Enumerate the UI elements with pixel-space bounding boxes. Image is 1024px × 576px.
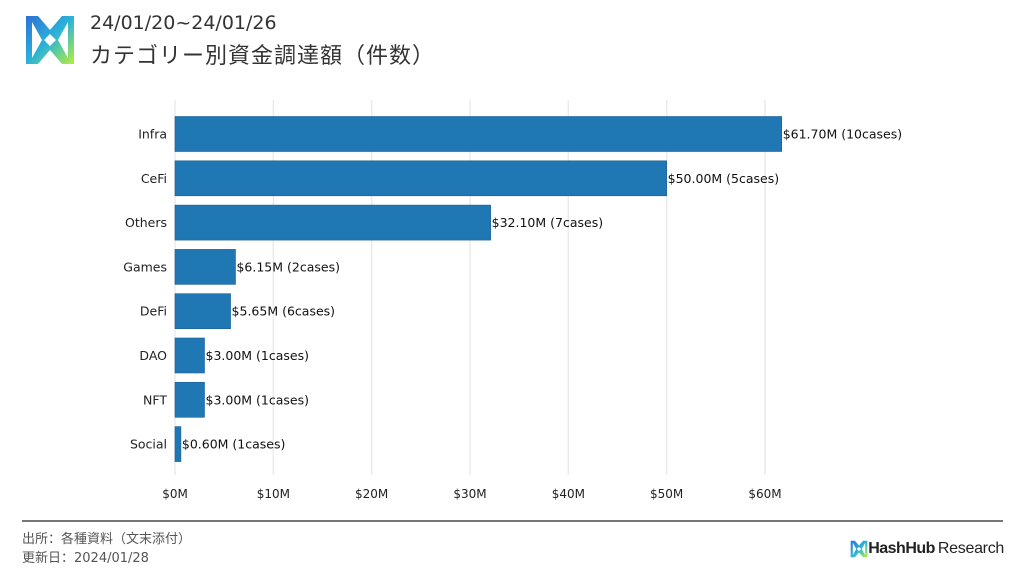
bar-chart: $0M $10M $20M $30M $40M $50M $60M Infra $61.70M … [123, 100, 902, 501]
data-label: $3.00M (1cases) [206, 348, 310, 363]
bar [174, 116, 783, 152]
y-tick-label: DAO [139, 348, 167, 363]
data-label: $3.00M (1cases) [206, 392, 310, 407]
x-tick-label: $0M [162, 487, 188, 501]
chart-title: カテゴリー別資金調達額（件数） [90, 44, 436, 69]
bar [174, 249, 236, 285]
x-tick-label: $60M [748, 487, 781, 501]
data-label: $0.60M (1cases) [182, 437, 286, 452]
y-tick-label: DeFi [140, 304, 167, 319]
brand-icon [850, 540, 868, 558]
bar [174, 337, 205, 374]
data-label: $32.10M (7cases) [492, 215, 603, 230]
bar [174, 204, 491, 241]
bar [174, 426, 182, 462]
brand-light: Research [937, 540, 1004, 557]
data-label: $6.15M (2cases) [236, 259, 340, 274]
y-tick-label: Infra [138, 127, 167, 142]
brand-bold: HashHub [868, 540, 935, 557]
x-tick-label: $30M [453, 487, 486, 501]
hashhub-logo-icon [26, 16, 74, 64]
brand-logo: HashHub Research [850, 540, 1004, 558]
updated-date: 更新日：2024/01/28 [22, 551, 149, 566]
x-tick-label: $50M [650, 487, 683, 501]
y-tick-label: NFT [143, 392, 167, 407]
y-tick-label: Social [130, 437, 167, 452]
x-tick-label: $40M [552, 487, 585, 501]
x-tick-label: $10M [257, 487, 290, 501]
x-tick-label: $20M [355, 487, 388, 501]
data-label: $61.70M (10cases) [783, 127, 902, 142]
bar [174, 381, 205, 418]
bar [174, 160, 667, 197]
data-label: $50.00M (5cases) [668, 171, 779, 186]
y-tick-label: CeFi [141, 171, 167, 186]
source-note: 出所：各種資料（文末添付） [22, 532, 192, 547]
y-tick-label: Games [123, 259, 167, 274]
y-tick-label: Others [125, 215, 167, 230]
data-label: $5.65M (6cases) [232, 304, 336, 319]
footer-divider [22, 520, 1003, 522]
footer-notes: 出所：各種資料（文末添付） 更新日：2024/01/28 [22, 530, 191, 568]
bar [174, 293, 231, 330]
date-range: 24/01/20~24/01/26 [90, 12, 277, 34]
